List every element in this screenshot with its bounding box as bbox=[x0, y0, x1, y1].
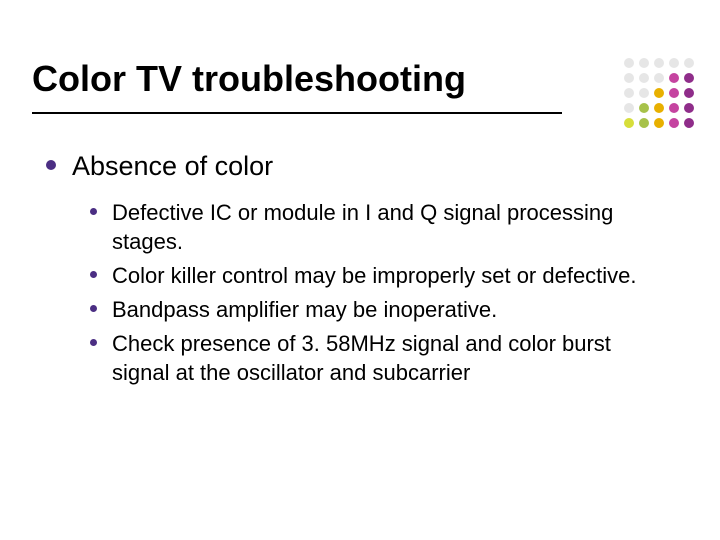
dot-icon bbox=[654, 103, 664, 113]
bullet-icon bbox=[90, 271, 97, 278]
dot-icon bbox=[624, 103, 634, 113]
bullet-lvl2: Color killer control may be improperly s… bbox=[90, 261, 680, 291]
title-underline bbox=[32, 112, 562, 114]
bullet-lvl2-list: Defective IC or module in I and Q signal… bbox=[90, 198, 680, 388]
bullet-icon bbox=[90, 208, 97, 215]
bullet-lvl2-text: Defective IC or module in I and Q signal… bbox=[112, 198, 652, 257]
dot-icon bbox=[654, 58, 664, 68]
bullet-icon bbox=[90, 339, 97, 346]
dot-icon bbox=[684, 58, 694, 68]
bullet-lvl2: Defective IC or module in I and Q signal… bbox=[90, 198, 680, 257]
bullet-lvl2-text: Check presence of 3. 58MHz signal and co… bbox=[112, 329, 652, 388]
dot-icon bbox=[654, 88, 664, 98]
dot-icon bbox=[639, 103, 649, 113]
bullet-icon bbox=[90, 305, 97, 312]
dot-icon bbox=[624, 118, 634, 128]
slide: Color TV troubleshooting Absence of colo… bbox=[0, 0, 720, 540]
dot-icon bbox=[684, 103, 694, 113]
dot-icon bbox=[639, 88, 649, 98]
dot-icon bbox=[669, 88, 679, 98]
dot-icon bbox=[684, 88, 694, 98]
bullet-lvl1: Absence of color bbox=[46, 150, 680, 184]
slide-title: Color TV troubleshooting bbox=[32, 58, 466, 100]
bullet-lvl2-text: Bandpass amplifier may be inoperative. bbox=[112, 295, 497, 325]
bullet-lvl2: Check presence of 3. 58MHz signal and co… bbox=[90, 329, 680, 388]
dot-icon bbox=[624, 73, 634, 83]
dot-icon bbox=[669, 118, 679, 128]
decorative-dot-grid bbox=[624, 58, 696, 130]
dot-icon bbox=[654, 118, 664, 128]
slide-body: Absence of color Defective IC or module … bbox=[46, 150, 680, 392]
bullet-lvl2-text: Color killer control may be improperly s… bbox=[112, 261, 637, 291]
dot-icon bbox=[684, 73, 694, 83]
dot-icon bbox=[669, 73, 679, 83]
dot-icon bbox=[639, 118, 649, 128]
dot-icon bbox=[624, 58, 634, 68]
dot-icon bbox=[669, 58, 679, 68]
dot-icon bbox=[639, 73, 649, 83]
bullet-lvl2: Bandpass amplifier may be inoperative. bbox=[90, 295, 680, 325]
bullet-lvl1-text: Absence of color bbox=[72, 150, 273, 184]
bullet-icon bbox=[46, 160, 56, 170]
dot-icon bbox=[639, 58, 649, 68]
dot-icon bbox=[669, 103, 679, 113]
dot-icon bbox=[654, 73, 664, 83]
dot-icon bbox=[684, 118, 694, 128]
dot-icon bbox=[624, 88, 634, 98]
